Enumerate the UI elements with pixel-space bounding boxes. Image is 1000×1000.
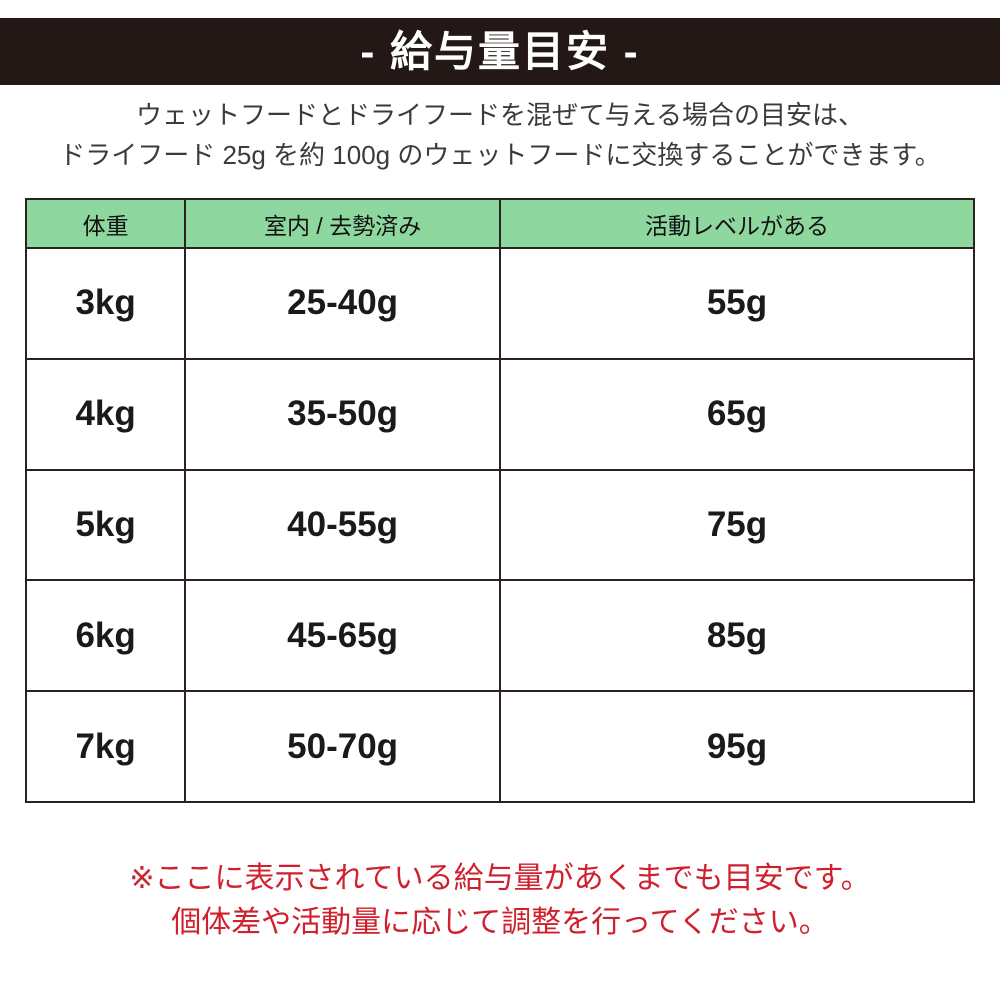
table-row: 7kg 50-70g 95g (24, 690, 976, 803)
col-header-weight: 体重 (24, 198, 187, 249)
feeding-table-container: 体重 室内 / 去勢済み 活動レベルがある 3kg 25-40g 55g 4kg… (24, 198, 976, 803)
description-line-2: ドライフード 25g を約 100g のウェットフードに交換することができます。 (59, 140, 941, 170)
table-row: 4kg 35-50g 65g (24, 357, 976, 471)
cell-weight: 4kg (24, 357, 187, 471)
cell-indoor: 45-65g (184, 579, 501, 693)
table-row: 6kg 45-65g 85g (24, 579, 976, 693)
footnote-text: ※ここに表示されている給与量があくまでも目安です。 個体差や活動量に応じて調整を… (0, 857, 1000, 945)
cell-weight: 5kg (24, 468, 187, 582)
table-header-row: 体重 室内 / 去勢済み 活動レベルがある (24, 198, 976, 249)
cell-indoor: 35-50g (184, 357, 501, 471)
title-banner: - 給与量目安 - (0, 18, 1000, 85)
description-text: ウェットフードとドライフードを混ぜて与える場合の目安は、 ドライフード 25g … (0, 95, 1000, 175)
footnote-line-2: 個体差や活動量に応じて調整を行ってください。 (171, 906, 829, 939)
table-row: 5kg 40-55g 75g (24, 468, 976, 582)
feeding-table: 体重 室内 / 去勢済み 活動レベルがある 3kg 25-40g 55g 4kg… (24, 198, 976, 803)
cell-indoor: 40-55g (184, 468, 501, 582)
cell-active: 95g (498, 690, 976, 803)
col-header-indoor-neutered: 室内 / 去勢済み (184, 198, 501, 249)
cell-weight: 7kg (24, 690, 187, 803)
table-row: 3kg 25-40g 55g (24, 247, 976, 360)
cell-indoor: 25-40g (184, 247, 501, 360)
col-header-active-level: 活動レベルがある (498, 198, 976, 249)
cell-active: 55g (498, 247, 976, 360)
cell-active: 65g (498, 357, 976, 471)
cell-weight: 3kg (24, 247, 187, 360)
description-line-1: ウェットフードとドライフードを混ぜて与える場合の目安は、 (135, 100, 864, 130)
cell-active: 85g (498, 579, 976, 693)
cell-weight: 6kg (24, 579, 187, 693)
cell-indoor: 50-70g (184, 690, 501, 803)
page-title: - 給与量目安 - (360, 27, 640, 75)
footnote-line-1: ※ここに表示されている給与量があくまでも目安です。 (129, 862, 871, 895)
cell-active: 75g (498, 468, 976, 582)
